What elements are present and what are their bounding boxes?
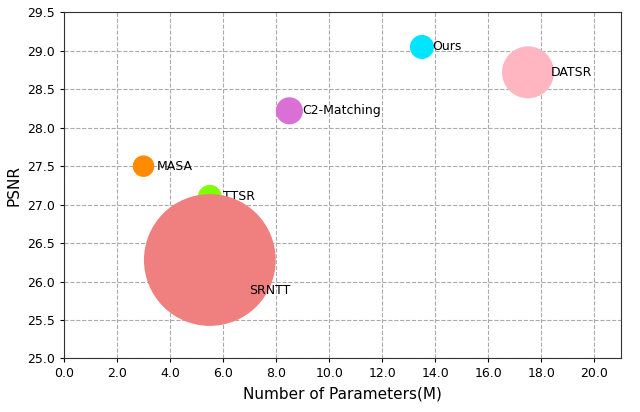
Text: MASA: MASA (157, 160, 193, 173)
Text: DATSR: DATSR (550, 66, 592, 79)
Y-axis label: PSNR: PSNR (6, 165, 22, 206)
Point (417, 44, 427, 50)
Point (523, 69, 533, 76)
X-axis label: Number of Parameters(M): Number of Parameters(M) (243, 386, 442, 401)
Text: C2-Matching: C2-Matching (303, 104, 381, 117)
Point (284, 108, 294, 114)
Text: SRNTT: SRNTT (250, 284, 291, 297)
Text: Ours: Ours (433, 40, 462, 54)
Point (205, 194, 215, 200)
Text: TTSR: TTSR (223, 190, 255, 204)
Point (138, 163, 148, 169)
Point (205, 257, 215, 263)
